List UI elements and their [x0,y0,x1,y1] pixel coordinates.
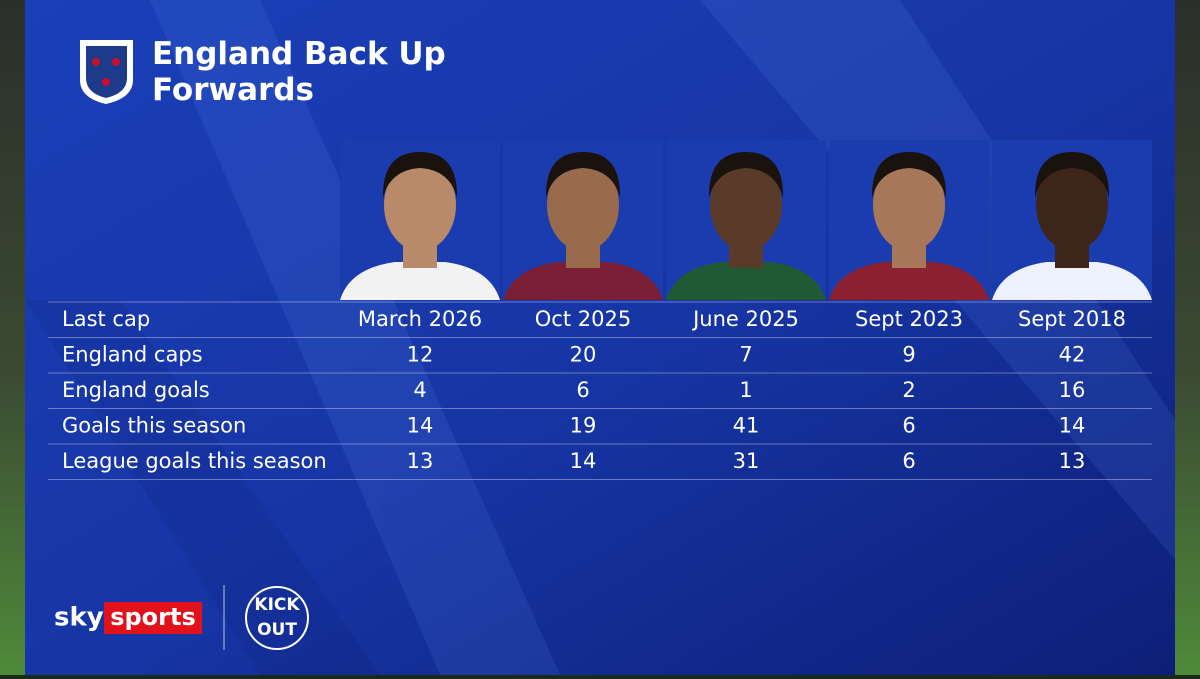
sports-box [104,602,202,634]
player-head [710,159,782,251]
column-header: Sept 2023 [855,307,963,331]
title-box: England Back Up Forwards [152,36,446,108]
stats-table: March 2026 Oct 2025 June 2025 Sept 2023 Sept… [48,140,1152,480]
cell: 14 [1059,414,1086,438]
england-badge [80,40,133,104]
row-label: England caps [62,343,203,367]
player-head [384,159,456,251]
player-head [1036,159,1108,251]
cell: 31 [733,449,760,473]
title: England Back Up Forwards [152,36,446,108]
cell: 41 [733,414,760,438]
column-header: March 2026 [358,307,482,331]
row-label: Last cap [62,307,150,331]
cell: 7 [739,343,752,367]
sky-sports-logo: sky sports [54,602,202,634]
player-shirt [503,262,663,300]
cell: 42 [1059,343,1086,367]
cell: 9 [902,343,915,367]
player-hair [545,152,621,198]
cell: 1 [739,378,752,402]
cell: 20 [570,343,597,367]
player-head [547,159,619,251]
column-header: Sept 2018 [1018,307,1126,331]
logo-ring [245,586,309,650]
player-shirt [829,262,989,300]
cell: 13 [407,449,434,473]
cell: 16 [1059,378,1086,402]
cell: 13 [1059,449,1086,473]
cell: 6 [902,449,915,473]
player-shirt [666,262,826,300]
column-header: Oct 2025 [535,307,631,331]
cell: 19 [570,414,597,438]
player-hair [382,152,458,198]
cell: 14 [407,414,434,438]
kick-it-out-logo: KICK OUT [245,586,309,650]
column-header: June 2025 [691,307,799,331]
player-hair [708,152,784,198]
row-label: Goals this season [62,414,246,438]
player-shirt [340,262,500,300]
out-text: OUT [257,620,297,640]
cell: 6 [902,414,915,438]
player-head [873,159,945,251]
cell: 12 [407,343,434,367]
cell: 4 [413,378,426,402]
panel [25,0,1175,675]
row-label: England goals [62,378,210,402]
cell: 6 [576,378,589,402]
sky-text: sky [54,603,104,633]
cell: 2 [902,378,915,402]
player-shirt [992,262,1152,300]
row-label: League goals this season [62,449,327,473]
sports-text: sports [110,603,196,631]
cell: 14 [570,449,597,473]
kick-text: KICK [254,595,300,615]
player-hair [1034,152,1110,198]
player-hair [871,152,947,198]
